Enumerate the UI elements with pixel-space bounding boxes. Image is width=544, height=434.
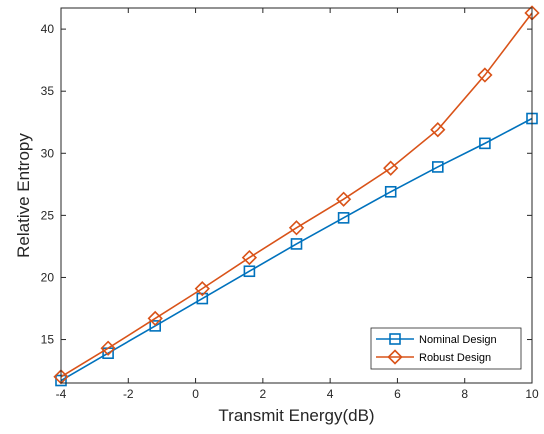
data-point-nominal-design [290,238,303,250]
data-point-nominal-design [149,320,161,332]
series-line-robust-design [60,12,533,378]
x-tick-label: 4 [327,387,334,401]
x-tick-label: 10 [525,387,539,401]
legend-marker-robust [387,349,403,365]
legend-label-robust: Robust Design [419,352,491,364]
data-point-nominal-design [337,212,350,224]
x-axis-label: Transmit Energy(dB) [218,406,374,425]
x-tick-label: 8 [461,387,468,401]
data-point-nominal-design [479,137,491,150]
data-point-nominal-design [384,185,397,198]
data-point-robust-design [100,340,116,356]
data-point-robust-design [194,280,210,297]
data-point-robust-design [241,249,258,266]
legend-entry-nominal: Nominal Design [376,333,497,346]
data-point-nominal-design [431,161,444,173]
data-point-robust-design [477,67,493,83]
legend-entry-robust: Robust Design [376,349,491,365]
legend: Nominal Design Robust Design [370,327,522,370]
y-tick-label: 35 [41,84,55,98]
y-tick-label: 30 [41,146,55,160]
plot-frame [60,7,533,384]
ticks-layer: -4 -2 0 2 4 6 8 10 15 20 25 30 35 40 [41,8,539,401]
plot-area [61,8,532,383]
data-point-nominal-design [196,292,209,305]
data-point-robust-design [383,160,399,176]
x-tick-label: 0 [192,387,199,401]
data-point-nominal-design [243,265,256,278]
y-axis-label: Relative Entropy [14,133,33,258]
x-tick-label: -2 [123,387,134,401]
y-tick-label: 40 [41,22,55,36]
y-tick-label: 15 [41,333,55,347]
x-tick-label: 2 [260,387,267,401]
data-point-robust-design [430,122,446,138]
legend-label-nominal: Nominal Design [419,334,497,346]
x-tick-label: 6 [394,387,401,401]
series-layer [53,5,540,387]
y-tick-label: 25 [41,208,55,222]
y-tick-label: 20 [41,270,55,284]
data-point-robust-design [147,310,163,327]
data-point-robust-design [288,220,305,236]
data-point-robust-design [335,191,352,207]
x-tick-label: -4 [56,387,67,401]
legend-marker-nominal [389,333,401,345]
series-line-nominal-design [60,117,533,382]
